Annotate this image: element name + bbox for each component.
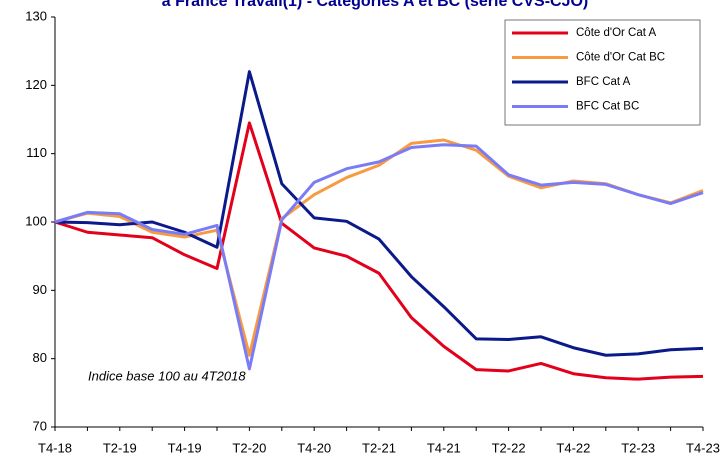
series-line [54,121,704,381]
y-tick-label: 70 [33,418,47,433]
x-tick-label: T2-19 [103,440,137,455]
legend-label: Côte d'Or Cat A [576,27,657,39]
x-tick-label: T2-20 [232,440,266,455]
x-tick-label: T4-20 [297,440,331,455]
legend-label: Côte d'Or Cat BC [576,52,665,64]
x-tick-label: T4-21 [427,440,461,455]
legend-box [504,19,701,126]
x-tick-label: T2-21 [362,440,396,455]
series-line [54,138,704,357]
x-tick-label: T4-23 [686,440,720,455]
y-tick-label: 90 [33,282,47,297]
y-tick-label: 120 [25,77,47,92]
annotation: Indice base 100 au 4T2018 [88,368,246,383]
y-tick-label: 110 [26,145,47,160]
x-tick-label: T4-18 [38,440,72,455]
y-tick-label: 80 [33,350,47,365]
y-tick-label: 100 [25,213,47,228]
chart-title: à France Travail(1) - Catégories A et BC… [162,0,589,10]
series-line [54,143,704,371]
x-tick-label: T4-22 [556,440,590,455]
legend-label: BFC Cat BC [576,101,639,113]
x-tick-label: T2-22 [492,440,526,455]
legend-label: BFC Cat A [576,76,631,88]
series-line [54,70,704,357]
y-tick-label: 130 [25,8,47,23]
x-tick-label: T2-23 [621,440,655,455]
x-tick-label: T4-19 [168,440,202,455]
